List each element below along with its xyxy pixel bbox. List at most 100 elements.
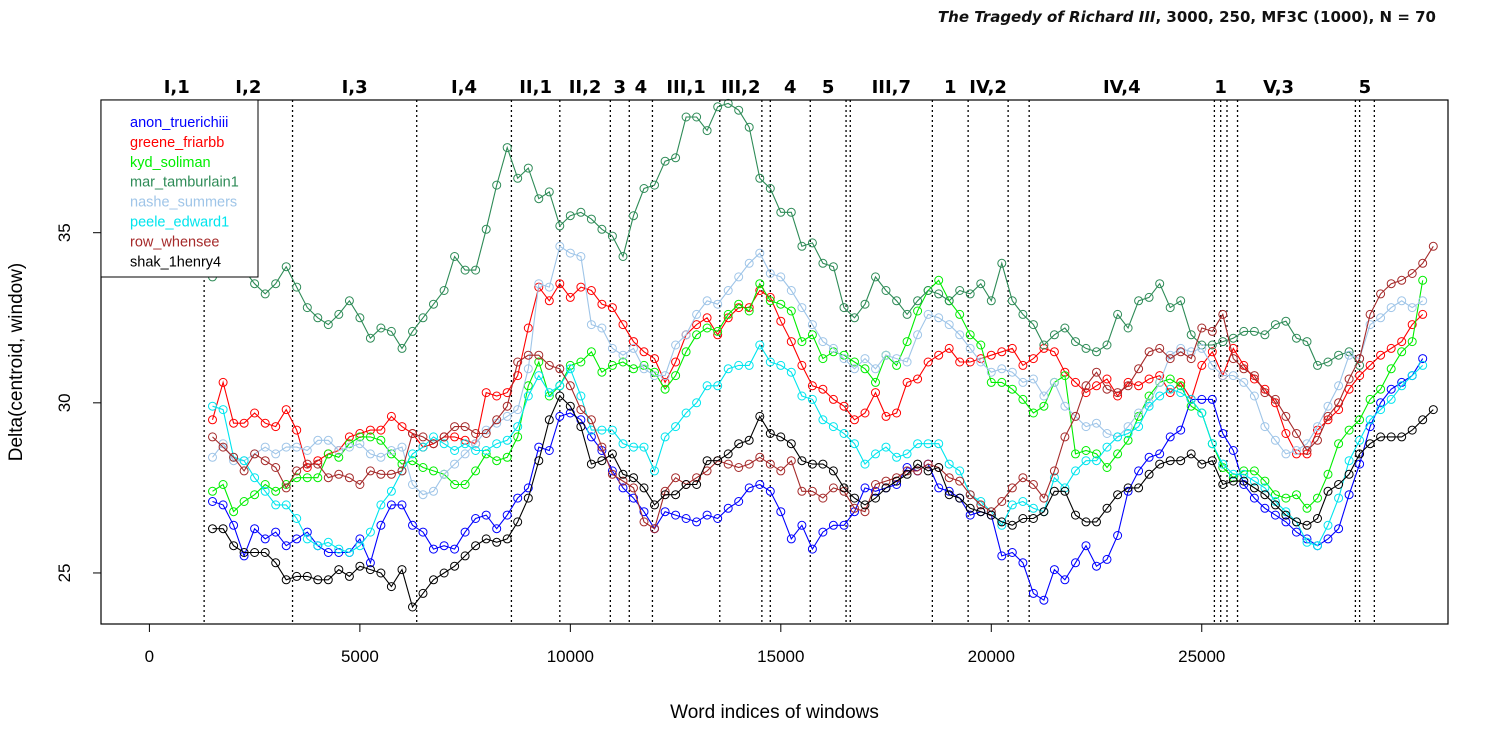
chart-title: The Tragedy of Richard III, 3000, 250, M…	[938, 8, 1436, 26]
data-point	[565, 381, 575, 391]
data-point	[565, 292, 575, 302]
data-point	[1344, 456, 1354, 466]
data-point	[986, 350, 996, 360]
data-point	[281, 500, 291, 510]
data-point	[1292, 527, 1301, 537]
data-point	[913, 466, 923, 476]
data-point	[1323, 520, 1333, 530]
data-point	[702, 381, 712, 391]
data-point	[871, 272, 880, 282]
data-point	[1155, 371, 1165, 381]
data-point	[323, 575, 333, 585]
data-point	[618, 320, 628, 330]
data-point	[923, 286, 933, 295]
data-point	[1334, 381, 1344, 391]
data-point	[839, 401, 849, 411]
data-point	[1123, 381, 1133, 391]
data-point	[429, 486, 438, 496]
data-point	[765, 429, 775, 438]
data-point	[902, 309, 912, 319]
legend-entry: greene_friarbb	[130, 135, 224, 151]
data-point	[786, 286, 796, 295]
data-point	[1197, 459, 1207, 469]
data-point	[734, 439, 744, 449]
data-point	[323, 473, 333, 483]
data-point	[1302, 337, 1312, 347]
data-point	[807, 381, 817, 391]
data-point	[271, 279, 281, 289]
data-point	[986, 367, 996, 377]
data-point	[1302, 534, 1312, 544]
data-point	[1355, 449, 1365, 459]
data-point	[902, 469, 912, 479]
data-point	[807, 544, 817, 554]
data-point	[1007, 367, 1017, 377]
data-point	[934, 439, 944, 449]
data-point	[1060, 323, 1070, 333]
data-point	[1376, 398, 1386, 408]
data-point	[976, 357, 986, 367]
data-point	[629, 337, 638, 347]
data-point	[765, 459, 775, 469]
data-point	[1302, 537, 1312, 547]
data-point	[839, 483, 849, 493]
data-point	[776, 432, 786, 442]
legend-entry: nashe_summers	[130, 195, 237, 211]
data-point	[1028, 503, 1038, 513]
scene-label: II,2	[569, 77, 602, 98]
x-tick-label: 25000	[1178, 647, 1225, 666]
data-point	[755, 173, 765, 183]
data-point	[1228, 469, 1238, 479]
data-point	[618, 439, 628, 449]
data-point	[1113, 388, 1123, 398]
data-point	[1334, 439, 1344, 449]
data-point	[271, 422, 281, 432]
data-point	[902, 377, 912, 387]
data-point	[902, 357, 912, 367]
data-point	[555, 221, 565, 231]
scene-label: III,2	[721, 77, 760, 98]
data-point	[702, 126, 712, 136]
y-axis-label: Delta(centroid, window)	[6, 263, 27, 462]
data-point	[492, 180, 502, 190]
data-point	[386, 449, 396, 459]
data-point	[1313, 514, 1322, 523]
data-point	[944, 490, 954, 500]
data-point	[260, 534, 270, 544]
data-point	[1344, 490, 1354, 500]
data-point	[1376, 405, 1386, 415]
data-point	[344, 296, 354, 306]
data-point	[271, 527, 281, 537]
data-point	[408, 326, 417, 336]
scene-label: 1	[944, 77, 957, 98]
data-point	[807, 238, 817, 248]
data-point	[913, 374, 923, 384]
data-point	[1334, 480, 1344, 489]
data-point	[1218, 371, 1228, 381]
data-point	[365, 527, 375, 537]
data-point	[523, 350, 533, 360]
data-point	[208, 432, 217, 442]
data-point	[860, 354, 870, 364]
data-point	[965, 510, 975, 520]
data-point	[292, 534, 302, 544]
data-point	[313, 575, 323, 585]
data-point	[860, 459, 870, 469]
data-point	[355, 432, 365, 442]
data-point	[1165, 303, 1175, 313]
data-point	[460, 551, 470, 561]
data-point	[944, 296, 954, 306]
data-point	[607, 469, 617, 479]
data-point	[555, 364, 565, 374]
data-point	[818, 493, 828, 503]
data-point	[1123, 483, 1133, 493]
data-point	[1176, 456, 1186, 466]
data-point	[439, 541, 449, 551]
data-point	[1060, 575, 1070, 585]
data-point	[439, 439, 449, 449]
data-point	[607, 360, 617, 370]
data-point	[681, 347, 691, 357]
data-point	[555, 279, 565, 289]
data-point	[944, 473, 954, 483]
data-point	[1102, 374, 1112, 384]
